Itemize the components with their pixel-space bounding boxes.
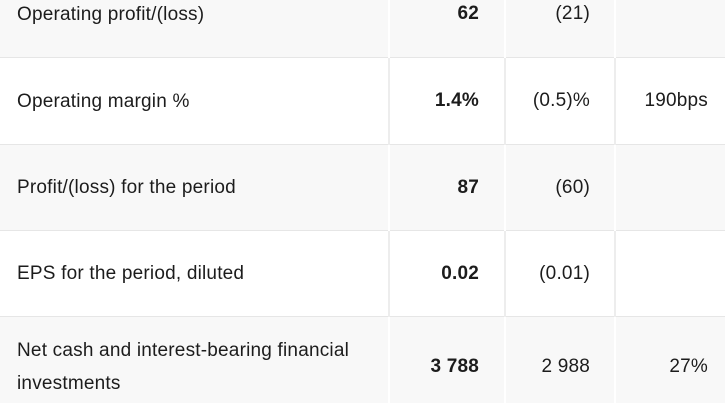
table-row: Operating margin % 1.4% (0.5)% 190bps — [0, 57, 725, 145]
table-row: Profit/(loss) for the period 87 (60) — [0, 144, 725, 231]
row-label: Operating profit/(loss) — [17, 3, 205, 25]
row-label: Net cash and interest-bearing financial … — [0, 316, 389, 403]
current-period-value: 87 — [388, 144, 505, 231]
comparison-period-value: (60) — [504, 144, 615, 231]
change-value — [614, 144, 725, 231]
row-label: Operating margin % — [0, 57, 389, 145]
comparison-period-value: 2 988 — [504, 316, 615, 403]
current-period-value: 3 788 — [388, 316, 505, 403]
comparison-period-value: (0.5)% — [504, 57, 615, 145]
change-value — [614, 230, 725, 317]
row-label: Profit/(loss) for the period — [0, 144, 389, 231]
table-row: Net cash and interest-bearing financial … — [0, 316, 725, 403]
current-period-value: 62 — [388, 0, 505, 58]
comparison-period-value: (21) — [504, 0, 615, 58]
table-row: Operating profit/(loss) 62 (21) — [0, 0, 725, 58]
row-label: EPS for the period, diluted — [0, 230, 389, 317]
table-row: EPS for the period, diluted 0.02 (0.01) — [0, 230, 725, 317]
comparison-period-value: (0.01) — [504, 230, 615, 317]
current-period-value: 0.02 — [388, 230, 505, 317]
change-value — [614, 0, 725, 58]
change-value: 190bps — [614, 57, 725, 145]
change-value: 27% — [614, 316, 725, 403]
current-period-value: 1.4% — [388, 57, 505, 145]
